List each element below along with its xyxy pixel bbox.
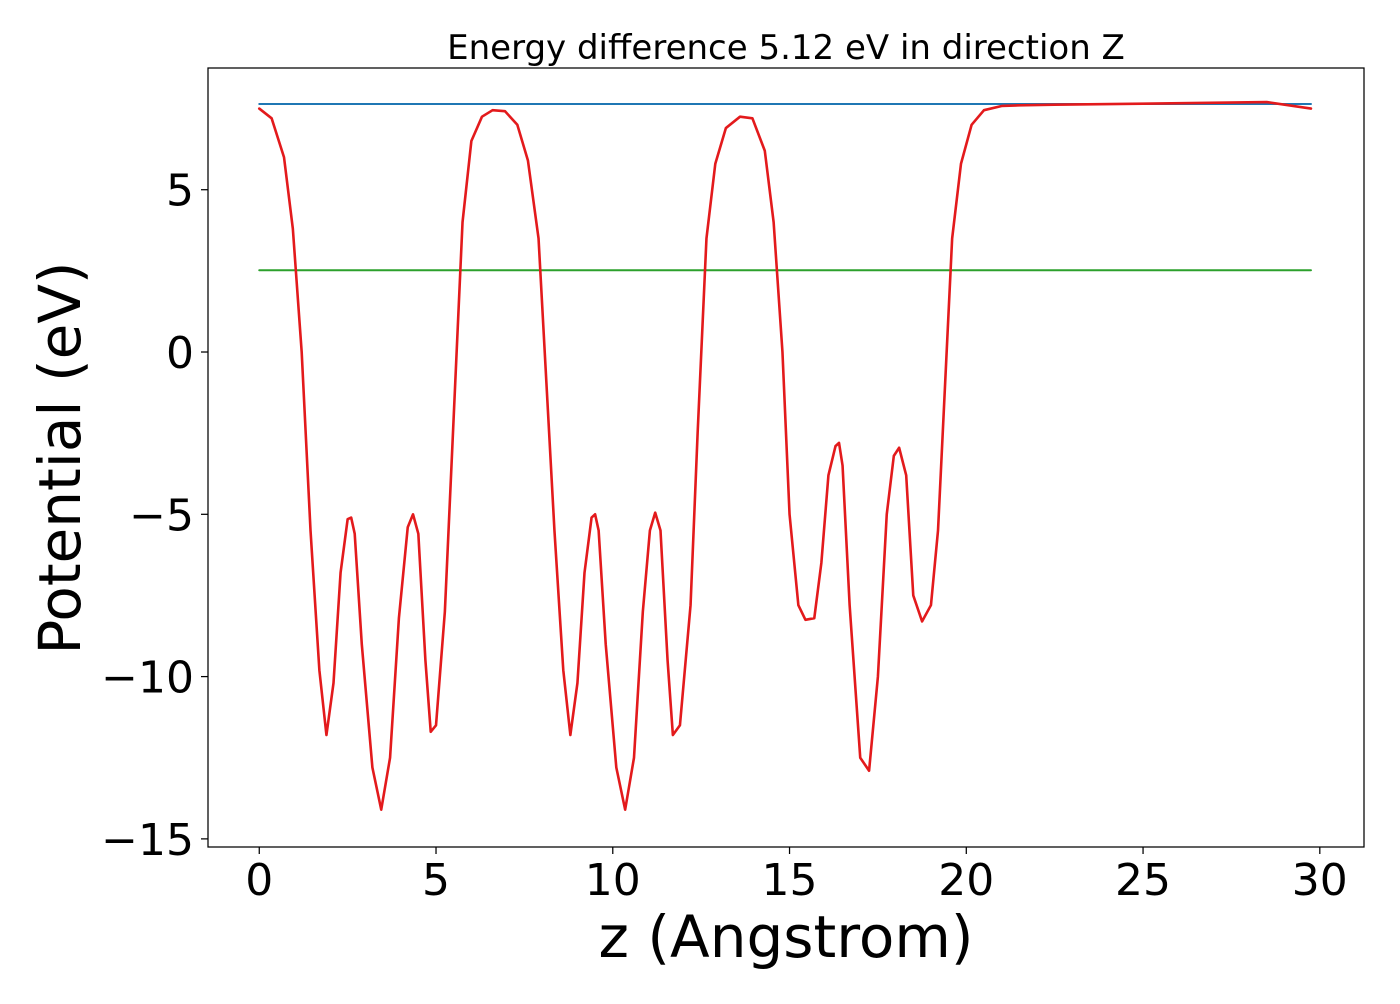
x-axis-ticks: 0 5 10 15 20 25 30 — [245, 847, 1348, 906]
y-axis-label: Potential (eV) — [26, 261, 94, 654]
y-tick-label: −5 — [129, 490, 194, 541]
chart-title: Energy difference 5.12 eV in direction Z — [447, 28, 1125, 68]
x-tick-label: 20 — [938, 855, 994, 906]
x-axis-label: z (Angstrom) — [599, 903, 974, 971]
x-tick-label: 25 — [1115, 855, 1171, 906]
x-tick-label: 0 — [245, 855, 273, 906]
x-tick-label: 30 — [1292, 855, 1348, 906]
x-tick-label: 5 — [422, 855, 450, 906]
x-tick-label: 15 — [762, 855, 818, 906]
x-tick-label: 10 — [585, 855, 641, 906]
y-tick-label: −15 — [101, 815, 194, 866]
y-tick-label: −10 — [101, 653, 194, 704]
plot-frame — [207, 67, 1365, 848]
y-tick-label: 5 — [166, 166, 194, 217]
y-axis-ticks: 5 0 −5 −10 −15 — [101, 166, 208, 866]
y-tick-label: 0 — [166, 328, 194, 379]
potential-curve-line — [257, 100, 1313, 811]
plot-series-group — [257, 100, 1313, 811]
